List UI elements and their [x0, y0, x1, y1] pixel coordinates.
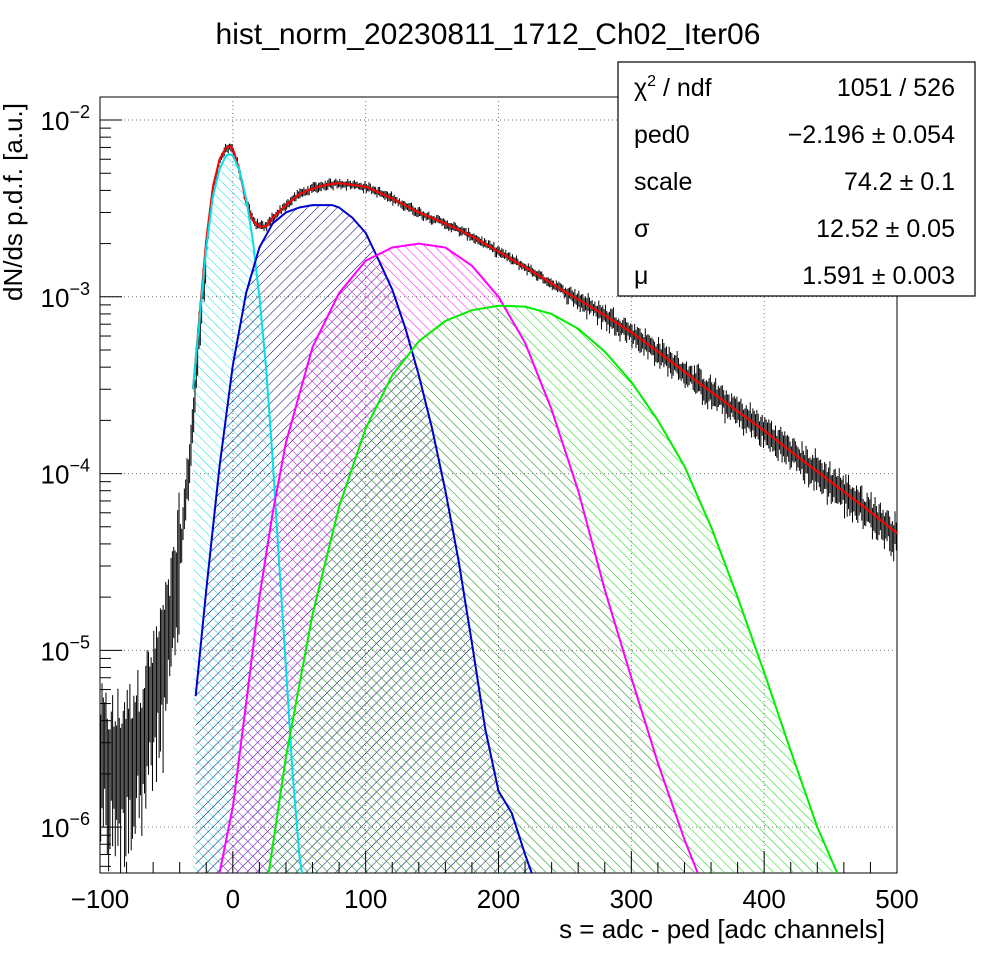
- x-tick-label: 200: [477, 884, 520, 914]
- x-tick-label: 0: [226, 884, 240, 914]
- y-tick-base: 10: [41, 460, 70, 490]
- fit-statistics-box: χ2 / ndf 1051 / 526 ped0 −2.196 ± 0.054 scal…: [617, 61, 976, 297]
- x-tick-label: 500: [875, 884, 918, 914]
- stats-name-main: scale: [634, 168, 692, 196]
- stats-row-name: scale: [634, 168, 692, 196]
- y-tick-exponent: −5: [69, 632, 90, 652]
- x-tick-label: 400: [742, 884, 785, 914]
- y-axis-title: dN/ds p.d.f. [a.u.]: [0, 103, 28, 301]
- stats-name-main: χ: [634, 74, 647, 102]
- y-tick-exponent: −2: [69, 102, 90, 122]
- y-tick-exponent: −6: [69, 809, 90, 829]
- plot-area: [100, 143, 897, 873]
- one-pe-component-curve: [194, 204, 533, 873]
- three-pe-component-curve: [267, 304, 839, 873]
- y-tick-label: 10−5: [41, 632, 90, 666]
- stats-name-main: μ: [634, 262, 648, 290]
- fit-curve: [191, 145, 897, 534]
- x-tick-label: 300: [610, 884, 653, 914]
- stats-row-value: 1051 / 526: [837, 74, 955, 102]
- y-tick-label: 10−6: [41, 809, 90, 843]
- y-tick-exponent: −3: [69, 279, 90, 299]
- stats-row-value: 74.2 ± 0.1: [844, 168, 955, 196]
- two-pe-component-curve: [218, 242, 699, 873]
- y-tick-base: 10: [41, 813, 70, 843]
- stats-name-main: σ: [634, 215, 650, 243]
- stats-row-value: 12.52 ± 0.05: [816, 215, 955, 243]
- chart-title: hist_norm_20230811_1712_Ch02_Iter06: [216, 18, 761, 51]
- x-tick-label: 100: [344, 884, 387, 914]
- y-tick-label: 10−4: [41, 456, 90, 490]
- x-axis-title: s = adc - ped [adc channels]: [559, 914, 885, 944]
- x-tick-label: −100: [71, 884, 130, 914]
- stats-box-frame: [617, 61, 976, 297]
- stats-name-sup: 2: [647, 73, 656, 90]
- stats-row-name: μ: [634, 262, 648, 290]
- y-tick-base: 10: [41, 636, 70, 666]
- stats-row-name: σ: [634, 215, 650, 243]
- y-tick-base: 10: [41, 106, 70, 136]
- y-tick-label: 10−3: [41, 279, 90, 313]
- y-tick-base: 10: [41, 283, 70, 313]
- stats-row-value: −2.196 ± 0.054: [788, 121, 955, 149]
- stats-row-name: χ2 / ndf: [634, 73, 712, 102]
- three-pe-component-area: [268, 305, 838, 873]
- y-tick-exponent: −4: [69, 456, 90, 476]
- y-tick-label: 10−2: [41, 102, 90, 136]
- pedestal-component-curve: [191, 153, 303, 873]
- stats-row-name: ped0: [634, 121, 690, 149]
- stats-name-main: ped0: [634, 121, 690, 149]
- stats-row-value: 1.591 ± 0.003: [802, 262, 955, 290]
- stats-name-rest: / ndf: [656, 74, 712, 102]
